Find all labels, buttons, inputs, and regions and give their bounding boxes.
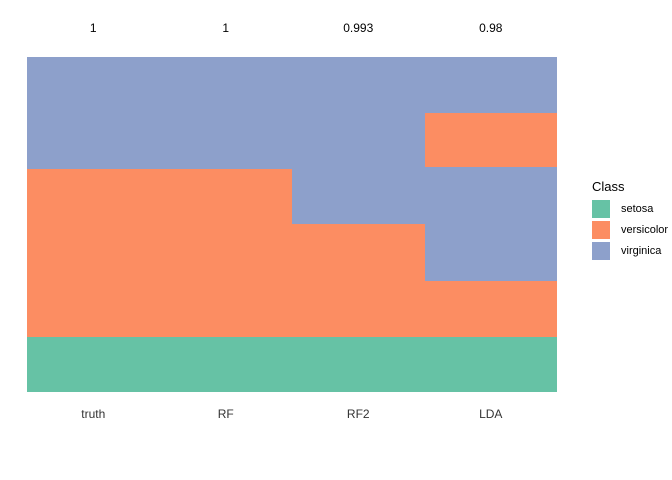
score-label-LDA: 0.98 <box>479 21 503 35</box>
x-axis-label-LDA: LDA <box>479 407 503 421</box>
segment-versicolor <box>292 224 425 337</box>
legend-item-setosa: setosa <box>592 200 668 218</box>
segment-setosa <box>292 337 425 392</box>
legend-label-setosa: setosa <box>621 203 654 215</box>
legend-label-versicolor: versicolor <box>621 224 669 236</box>
x-axis-label-truth: truth <box>81 407 106 421</box>
segment-versicolor <box>159 169 292 337</box>
legend-swatch-setosa <box>592 200 610 218</box>
legend-item-virginica: virginica <box>592 242 668 260</box>
score-label-truth: 1 <box>89 21 97 35</box>
segment-setosa <box>424 337 557 392</box>
plot-column-RF2 <box>292 57 425 392</box>
segment-virginica <box>159 57 292 169</box>
legend-swatch-versicolor <box>592 221 610 239</box>
legend-items: setosa versicolor virginica <box>592 200 668 260</box>
plot-panel <box>27 57 557 392</box>
legend-swatch-virginica <box>592 242 610 260</box>
legend: Class setosa versicolor virginica <box>592 179 668 263</box>
legend-label-virginica: virginica <box>621 245 662 257</box>
plot-column-LDA <box>424 57 557 392</box>
plot-column-RF <box>159 57 292 392</box>
segment-versicolor <box>424 281 557 337</box>
segment-versicolor <box>27 169 160 337</box>
score-label-RF2: 0.993 <box>343 21 374 35</box>
x-axis-label-RF: RF <box>217 407 234 421</box>
legend-title: Class <box>592 179 625 194</box>
segment-virginica <box>424 167 557 281</box>
segment-setosa <box>27 337 160 392</box>
legend-item-versicolor: versicolor <box>592 221 668 239</box>
segment-virginica <box>27 57 160 169</box>
segment-setosa <box>159 337 292 392</box>
segment-virginica <box>424 57 557 113</box>
segment-virginica <box>292 57 425 224</box>
plot-column-truth <box>27 57 160 392</box>
x-axis-label-RF2: RF2 <box>346 407 370 421</box>
segment-versicolor <box>424 113 557 167</box>
score-label-RF: 1 <box>222 21 230 35</box>
